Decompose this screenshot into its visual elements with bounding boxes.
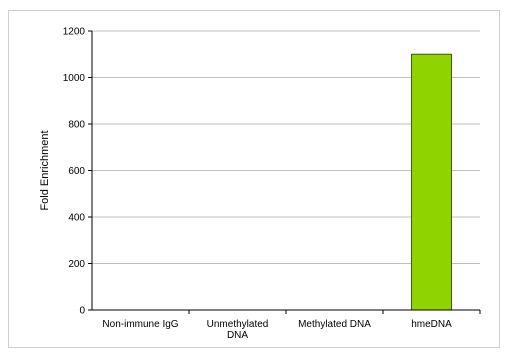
x-category-label: hmeDNA xyxy=(411,319,452,330)
y-tick-label: 600 xyxy=(68,166,85,177)
x-category-label: Methylated DNA xyxy=(298,319,371,330)
bars xyxy=(411,53,452,311)
y-tick-label: 1000 xyxy=(63,73,86,84)
y-tick-label: 800 xyxy=(68,120,85,131)
y-tick-label: 1200 xyxy=(63,27,86,38)
y-tick-label: 200 xyxy=(68,259,85,270)
x-category-label: Unmethylated xyxy=(207,319,269,330)
x-category-label: Non-immune IgG xyxy=(102,319,178,330)
x-category-label: DNA xyxy=(227,330,248,341)
bar xyxy=(411,53,452,311)
y-tick-label: 0 xyxy=(79,306,85,317)
y-axis-title: Fold Enrichment xyxy=(39,130,51,210)
y-tick-label: 400 xyxy=(68,213,85,224)
y-tick-labels: 0 200 400 600 800 1000 1200 xyxy=(63,27,92,317)
